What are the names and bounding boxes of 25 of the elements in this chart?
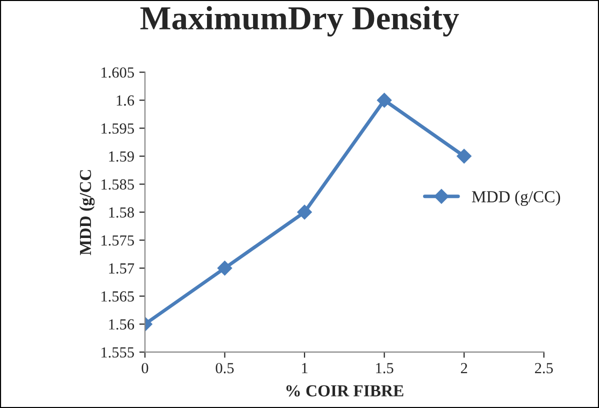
y-tick-label: 1.595: [102, 123, 134, 134]
x-tick-label: 1: [302, 363, 308, 374]
x-tick-label: 0: [142, 362, 148, 374]
x-tick-label: 1.5: [376, 363, 394, 374]
y-tick-label: 1.575: [102, 235, 134, 246]
y-tick-label: 1.555: [102, 347, 134, 358]
x-tick-label: 2: [460, 363, 468, 374]
y-tick-label: 1.59: [109, 151, 134, 162]
legend-label: MDD (g/CC): [472, 190, 560, 206]
y-tick-label: 1.58: [109, 207, 134, 218]
point: [217, 260, 232, 276]
chart-title: MaximumDry Density: [140, 6, 459, 36]
y-tick-label: 1.57: [109, 263, 134, 274]
x-tick-label: 0.5: [216, 362, 234, 374]
x-tick-label: 2.5: [535, 363, 553, 374]
y-tick-label: 1.56: [109, 319, 134, 330]
y-tick-label: 1.565: [102, 291, 134, 302]
point: [376, 92, 392, 108]
y-tick-label: 1.6: [116, 95, 134, 106]
point: [297, 204, 312, 220]
x-axis-title: % COIR FIBRE: [286, 385, 404, 396]
point: [456, 148, 472, 164]
y-tick-label: 1.605: [102, 67, 134, 78]
y-axis-title: MDD (g/CC: [79, 170, 95, 256]
y-tick-label: 1.585: [102, 179, 134, 190]
